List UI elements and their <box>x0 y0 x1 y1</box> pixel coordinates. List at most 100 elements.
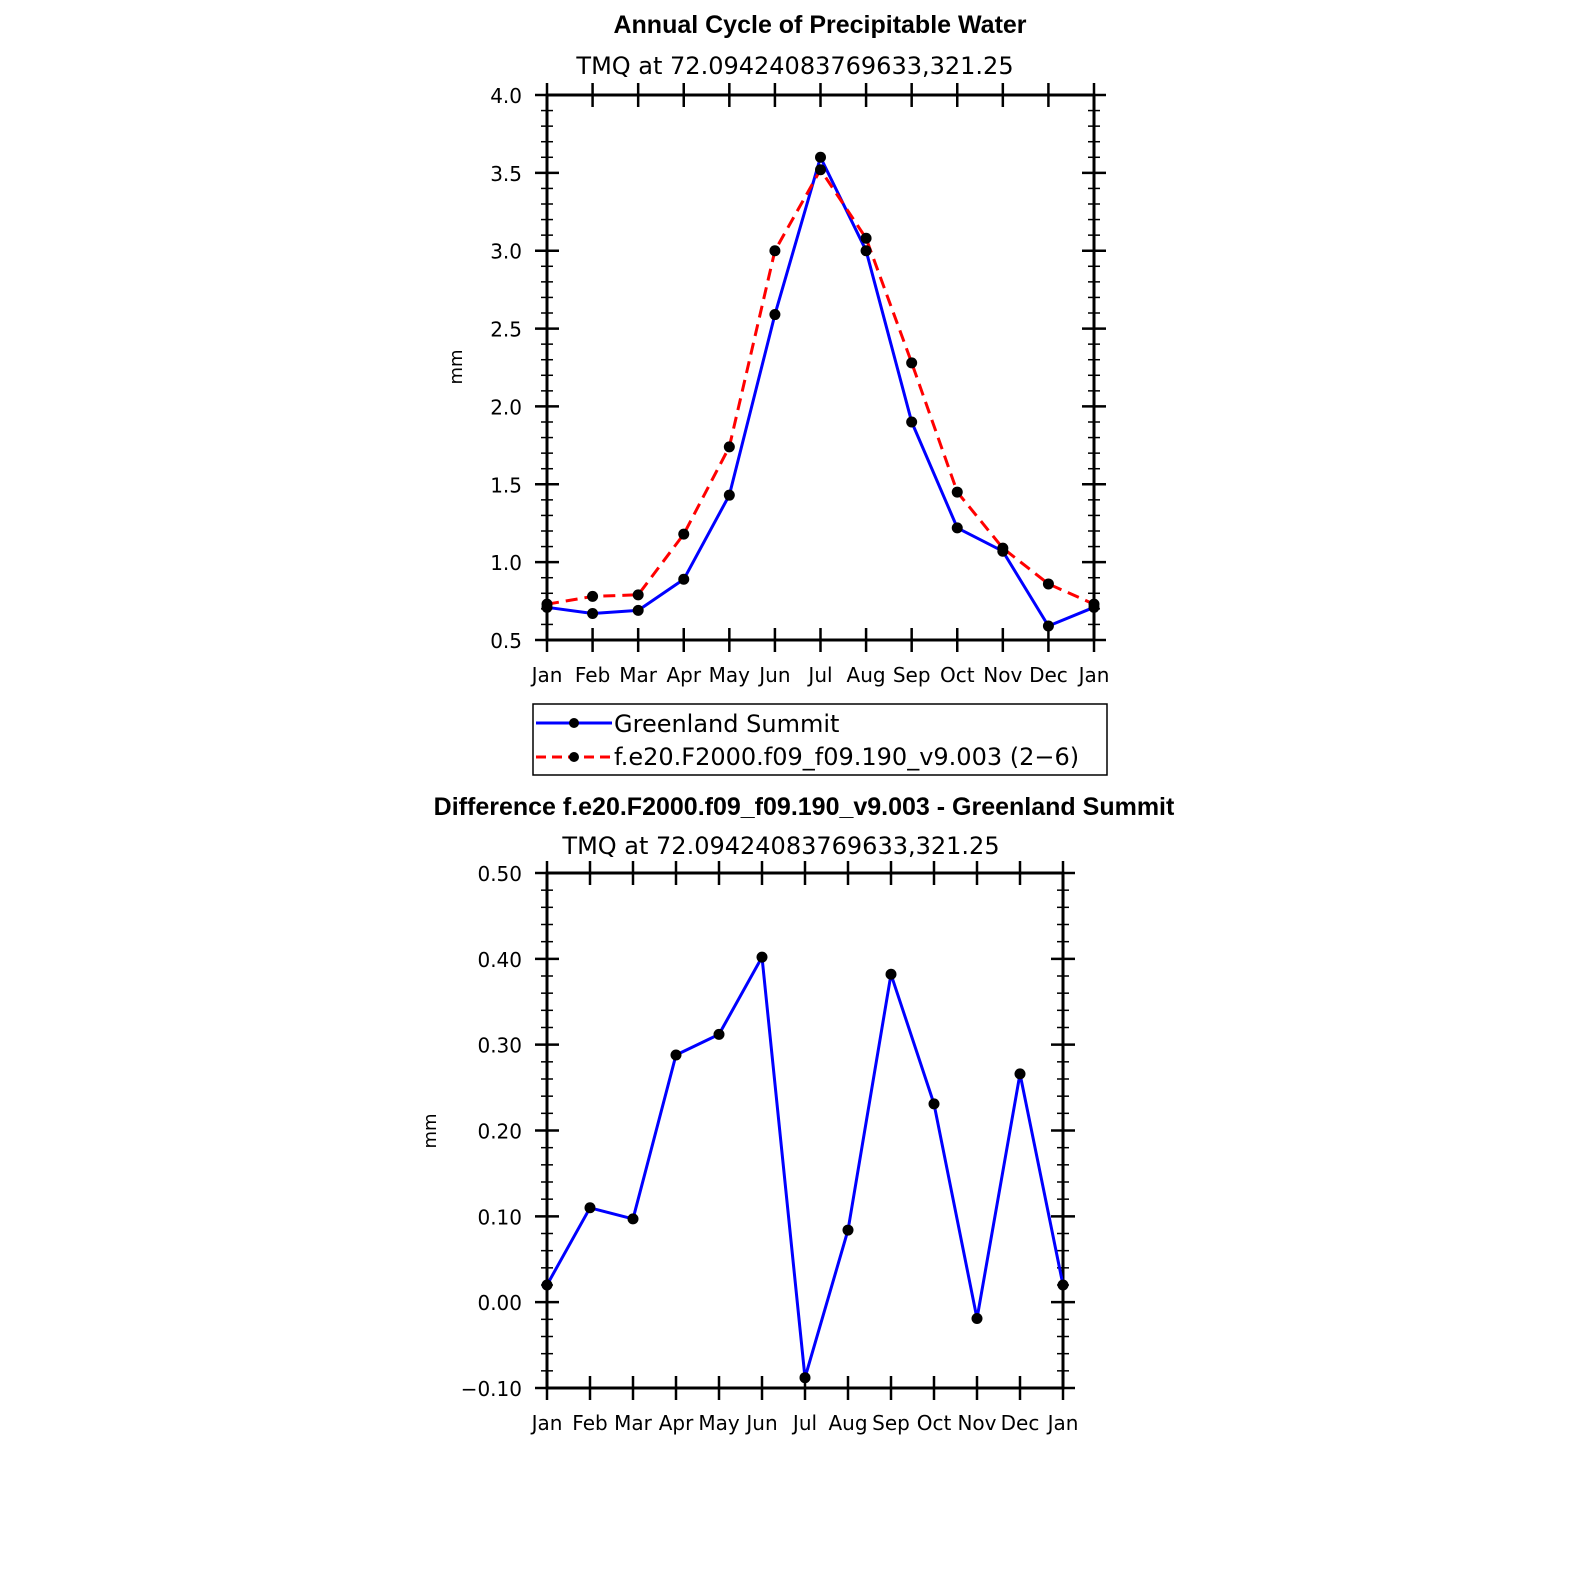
chart-title: Annual Cycle of Precipitable Water <box>613 11 1026 39</box>
data-point <box>587 590 599 602</box>
data-point <box>860 245 872 257</box>
data-point <box>541 1279 553 1291</box>
x-tick-label: Dec <box>1029 663 1068 687</box>
data-point <box>769 309 781 321</box>
x-tick-label: Oct <box>917 1411 952 1435</box>
x-tick-label: Mar <box>614 1411 653 1435</box>
x-tick-label: May <box>698 1411 740 1435</box>
y-tick-label: 0.00 <box>477 1291 522 1315</box>
data-point <box>842 1224 854 1236</box>
data-point <box>799 1372 811 1384</box>
data-point <box>678 528 690 540</box>
data-point <box>678 573 690 585</box>
data-point <box>971 1312 983 1324</box>
data-point <box>632 589 644 601</box>
series-line-1 <box>546 168 1095 606</box>
y-axis-label: mm <box>446 349 467 384</box>
x-tick-label: Aug <box>847 663 886 687</box>
data-point <box>627 1213 639 1225</box>
data-point <box>815 164 826 176</box>
legend-box <box>532 703 1108 776</box>
tick-labels: Jan Feb Mar Apr May Jun Jul Aug Sep Oct Nov Dec Jan 0… <box>490 84 1109 687</box>
y-tick-label: 0.20 <box>477 1120 522 1144</box>
y-tick-label: 2.5 <box>490 318 522 342</box>
x-tick-label: Feb <box>575 663 610 687</box>
chart-subtitle: TMQ at 72.09424083769633,321.25 <box>575 52 1013 80</box>
y-tick-label: 0.50 <box>477 862 522 886</box>
y-tick-label: 4.0 <box>490 84 522 108</box>
y-tick-label: 2.0 <box>490 395 522 419</box>
series-line-0 <box>545 955 1065 1380</box>
legend: Greenland Summit f.e20.F2000.f09_f09.190… <box>532 703 1108 776</box>
legend-marker-model <box>569 752 579 762</box>
x-tick-label: Apr <box>666 663 701 687</box>
y-axis-label: mm <box>420 1113 441 1148</box>
series-lines <box>541 951 1069 1384</box>
plot-frame <box>545 93 1096 642</box>
x-tick-label: Oct <box>940 663 975 687</box>
data-point <box>1042 620 1054 632</box>
data-point <box>951 522 963 534</box>
y-tick-label: 0.5 <box>490 629 522 653</box>
y-tick-label: 0.30 <box>477 1034 522 1058</box>
annual-cycle-chart: Annual Cycle of Precipitable Water TMQ a… <box>446 11 1109 776</box>
data-point <box>860 232 872 244</box>
data-point <box>815 151 826 163</box>
x-tick-label: Sep <box>872 1411 910 1435</box>
y-tick-label: 0.10 <box>477 1205 522 1229</box>
x-tick-label: Aug <box>828 1411 867 1435</box>
x-tick-label: Dec <box>1001 1411 1040 1435</box>
legend-label-greenland-summit: Greenland Summit <box>614 710 839 738</box>
x-tick-label: Nov <box>983 663 1022 687</box>
series-lines <box>541 151 1100 632</box>
data-point <box>541 598 553 610</box>
data-point <box>723 441 735 453</box>
x-tick-label: Jul <box>791 1411 817 1435</box>
x-tick-label: Jan <box>530 663 563 687</box>
legend-marker-greenland-summit <box>569 718 579 728</box>
data-point <box>756 951 768 963</box>
data-point <box>906 357 918 369</box>
data-point <box>1042 578 1054 590</box>
y-tick-label: −0.10 <box>461 1377 522 1401</box>
chart-subtitle: TMQ at 72.09424083769633,321.25 <box>561 832 999 860</box>
plot-frame <box>545 871 1065 1390</box>
axis-ticks <box>535 861 1075 1400</box>
x-tick-label: Mar <box>619 663 658 687</box>
difference-chart: Difference f.e20.F2000.f09_f09.190_v9.00… <box>420 793 1175 1435</box>
x-tick-label: Jan <box>1077 663 1110 687</box>
x-tick-label: Nov <box>957 1411 996 1435</box>
data-point <box>928 1098 940 1110</box>
x-tick-label: Jul <box>806 663 832 687</box>
data-point <box>632 604 644 616</box>
y-tick-label: 3.0 <box>490 240 522 264</box>
data-point <box>906 416 918 428</box>
x-tick-label: Jun <box>744 1411 777 1435</box>
y-tick-label: 1.5 <box>490 473 522 497</box>
data-point <box>1088 598 1100 610</box>
x-tick-label: Feb <box>572 1411 607 1435</box>
chart-title: Difference f.e20.F2000.f09_f09.190_v9.00… <box>434 793 1175 821</box>
tick-labels: Jan Feb Mar Apr May Jun Jul Aug Sep Oct Nov Dec Jan−… <box>461 862 1079 1435</box>
y-tick-label: 1.0 <box>490 551 522 575</box>
data-point <box>769 245 781 257</box>
data-point <box>885 968 897 980</box>
y-tick-label: 0.40 <box>477 948 522 972</box>
data-point <box>670 1049 682 1061</box>
x-tick-label: Jan <box>530 1411 563 1435</box>
data-point <box>997 542 1009 554</box>
data-point <box>951 486 963 498</box>
data-point <box>587 608 599 620</box>
x-tick-label: Sep <box>893 663 931 687</box>
data-point <box>723 489 735 501</box>
legend-label-model: f.e20.F2000.f09_f09.190_v9.003 (2−6) <box>614 743 1079 771</box>
data-point <box>1014 1068 1026 1080</box>
data-point <box>713 1028 725 1040</box>
data-point <box>584 1202 596 1214</box>
x-tick-label: Jan <box>1046 1411 1079 1435</box>
axis-ticks <box>535 83 1106 652</box>
x-tick-label: May <box>709 663 751 687</box>
x-tick-label: Apr <box>659 1411 694 1435</box>
y-tick-label: 3.5 <box>490 162 522 186</box>
